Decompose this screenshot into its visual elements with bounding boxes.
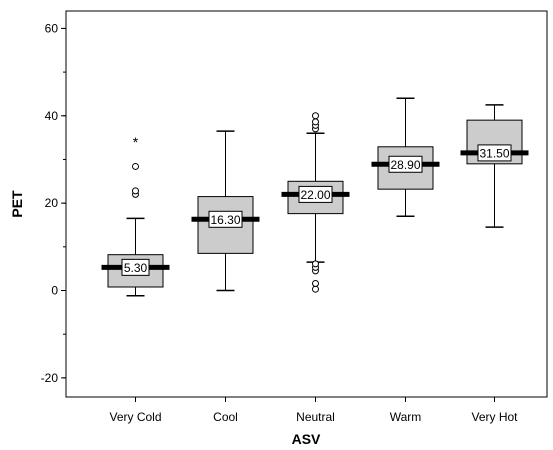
y-tick-label: -20 — [41, 371, 59, 385]
median-label-box — [208, 210, 243, 228]
y-tick-label: 20 — [45, 196, 59, 210]
extreme-point: * — [133, 134, 139, 150]
y-axis: -20 0 20 40 60 — [41, 21, 66, 385]
x-tick-label: Very Cold — [109, 410, 161, 424]
x-axis: Very Cold Cool Neutral Warm Very Hot — [109, 397, 518, 424]
y-tick-label: 40 — [45, 109, 59, 123]
outlier-point — [312, 285, 319, 293]
y-axis-title: PET — [9, 190, 25, 218]
median-label-box — [477, 144, 512, 162]
outlier-point — [312, 260, 319, 268]
box-group: 5.30 * — [101, 134, 170, 297]
median-label-box — [388, 155, 423, 173]
y-tick-label: 60 — [45, 21, 59, 35]
box-group: 22.00 — [281, 112, 350, 293]
median-label: 31.50 — [479, 146, 509, 160]
median-label-box — [121, 258, 150, 276]
outlier-point — [312, 112, 319, 120]
median-label: 5.30 — [124, 261, 148, 275]
x-tick-label: Cool — [213, 410, 238, 424]
median-label-box — [298, 185, 333, 203]
box-group: 28.90 — [371, 97, 440, 217]
box-group: 31.50 — [460, 104, 529, 228]
outlier-point — [312, 118, 319, 126]
outlier-point — [132, 187, 139, 195]
outlier-point — [132, 162, 139, 170]
median-label: 16.30 — [210, 213, 240, 227]
x-tick-label: Very Hot — [471, 410, 518, 424]
outlier-point — [312, 280, 319, 288]
x-tick-label: Neutral — [296, 410, 335, 424]
box-group: 16.30 — [191, 130, 260, 292]
median-label: 28.90 — [390, 158, 420, 172]
y-tick-label: 0 — [51, 284, 58, 298]
boxes-layer: 5.30 * 16.30 22.00 28.90 31.50 — [101, 97, 529, 297]
median-label: 22.00 — [300, 188, 330, 202]
x-tick-label: Warm — [390, 410, 422, 424]
x-axis-title: ASV — [292, 431, 321, 447]
